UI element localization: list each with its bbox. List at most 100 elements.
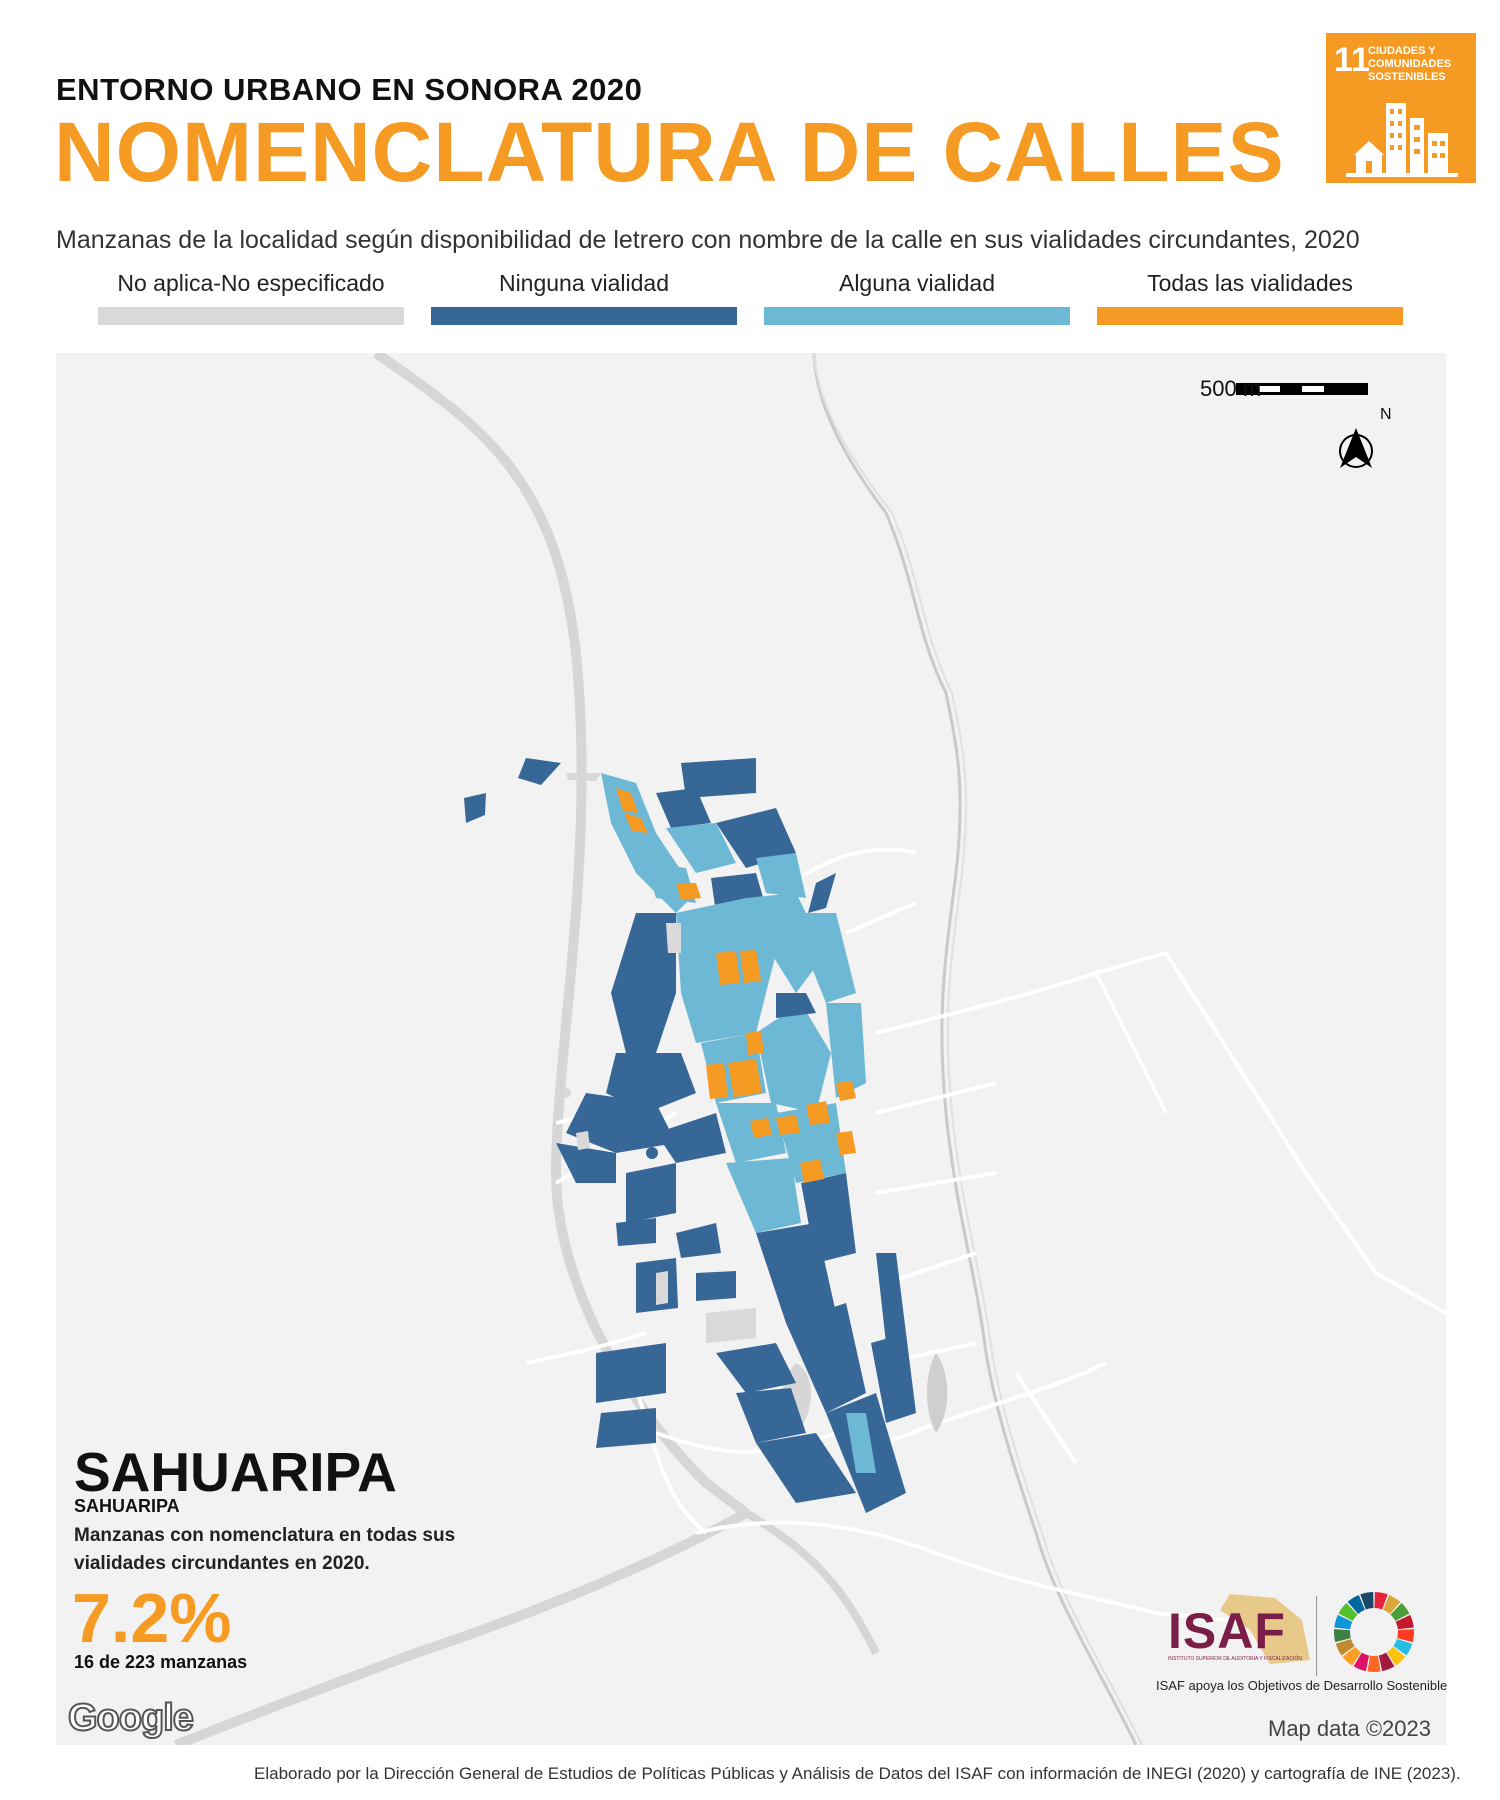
legend-bar-alguna [764, 307, 1070, 325]
block-alguna [756, 1003, 831, 1113]
block-ninguna [786, 1303, 866, 1413]
sdg-label: CIUDADES Y COMUNIDADES SOSTENIBLES [1368, 45, 1452, 83]
sdg-11-badge: 11 CIUDADES Y COMUNIDADES SOSTENIBLES [1326, 33, 1476, 183]
legend-label-alguna: Alguna vialidad [838, 270, 995, 296]
block-ninguna [556, 1143, 616, 1183]
sonora-map-icon [1220, 1594, 1310, 1664]
logo-divider [1316, 1596, 1317, 1676]
block-ninguna [606, 1053, 696, 1113]
block-na [656, 1271, 668, 1305]
north-arrow-icon [1339, 428, 1373, 468]
sdg-wheel-segment [1395, 1614, 1414, 1630]
block-alguna [756, 853, 806, 898]
scale-bar [1236, 383, 1368, 395]
google-logo: Google [67, 1696, 195, 1740]
legend-label-no-aplica: No aplica-No especificado [117, 270, 385, 296]
highway-road [373, 353, 749, 1517]
north-label: N [1380, 406, 1392, 423]
legend-label-ninguna: Ninguna vialidad [498, 270, 670, 296]
isaf-logo-text: ISAF [1168, 1603, 1286, 1659]
sdg-wheel-segment [1387, 1646, 1406, 1666]
legend-bar-todas [1097, 307, 1403, 325]
block-na [576, 1131, 590, 1150]
block-ninguna [656, 788, 711, 828]
sdg-wheel-segment [1334, 1614, 1353, 1630]
block-ninguna [696, 1271, 736, 1301]
block-todas [616, 788, 638, 813]
block-na [561, 1088, 571, 1098]
block-ninguna [681, 758, 756, 798]
block-todas [716, 951, 740, 985]
highway-road-south [174, 1508, 749, 1745]
block-ninguna [616, 1218, 656, 1246]
legend-bar-no-aplica [98, 307, 404, 325]
map-subtitle: Manzanas de la localidad según disponibi… [56, 226, 1360, 254]
block-ninguna [776, 993, 816, 1018]
block-ninguna [566, 1093, 676, 1153]
block-ninguna [716, 808, 796, 868]
block-alguna [726, 1158, 801, 1233]
sdg-wheel-segment [1334, 1629, 1351, 1643]
block-na [706, 1308, 756, 1343]
block-todas [676, 883, 701, 900]
block-ninguna [646, 1147, 658, 1159]
block-ninguna [596, 1408, 656, 1448]
block-na [666, 923, 681, 953]
block-ninguna [626, 1163, 676, 1223]
town-blocks [464, 758, 916, 1513]
sdg-wheel-segment [1353, 1652, 1370, 1672]
page-title: NOMENCLATURA DE CALLES [54, 105, 1285, 199]
isaf-caption: ISAF apoya los Objetivos de Desarrollo S… [1156, 1678, 1448, 1693]
block-ninguna [756, 1433, 856, 1503]
sdg-wheel-segment [1347, 1594, 1365, 1614]
block-ninguna [518, 758, 561, 785]
block-ninguna [611, 913, 676, 1053]
block-ninguna [716, 1343, 796, 1393]
road-south-east [744, 1509, 880, 1655]
legend-label-todas: Todas las vialidades [1147, 270, 1353, 296]
block-todas [706, 1063, 728, 1099]
block-todas [800, 1159, 824, 1183]
legend-bar-ninguna [431, 307, 737, 325]
sdg-wheel-segment [1367, 1655, 1381, 1672]
stat-count: 16 de 223 manzanas [74, 1652, 248, 1672]
locality-name: SAHUARIPA [74, 1496, 180, 1516]
block-ninguna [596, 1343, 666, 1403]
sdg-wheel-segment [1397, 1629, 1414, 1643]
block-alguna [716, 1103, 786, 1163]
sdg-wheel-segment [1338, 1602, 1358, 1621]
block-todas [836, 1081, 856, 1101]
map-attribution: Map data ©2023 [1268, 1716, 1431, 1741]
block-ninguna [464, 793, 486, 823]
block-todas [836, 1131, 856, 1155]
sdg-wheel-segment [1335, 1639, 1355, 1656]
map-svg [174, 353, 1446, 1745]
city-icon [1346, 103, 1458, 177]
block-alguna [801, 913, 856, 1003]
isaf-logo-subtext: INSTITUTO SUPERIOR DE AUDITORÍA Y FISCAL… [1168, 1656, 1302, 1662]
block-ninguna [871, 1333, 916, 1423]
sdg-number: 11 [1334, 41, 1370, 79]
block-alguna [826, 1003, 866, 1098]
block-todas [740, 950, 761, 983]
municipality-name: SAHUARIPA [74, 1441, 397, 1503]
sdg-wheel-segment [1390, 1602, 1410, 1621]
river [812, 353, 1138, 1745]
sdg-wheel-icon [1334, 1592, 1414, 1672]
block-todas [728, 1059, 762, 1097]
sdg-wheel-segment [1342, 1646, 1361, 1666]
block-alguna [846, 1413, 876, 1473]
kicker-title: ENTORNO URBANO EN SONORA 2020 [56, 72, 643, 107]
block-todas [624, 813, 648, 833]
block-alguna [666, 823, 736, 873]
block-todas [750, 1118, 772, 1138]
block-ninguna [876, 1253, 906, 1343]
stat-description: Manzanas con nomenclatura en todas sus v… [74, 1525, 456, 1574]
map-canvas[interactable] [56, 353, 1446, 1745]
sdg-wheel-segment [1360, 1592, 1374, 1610]
footer-credit: Elaborado por la Dirección General de Es… [254, 1764, 1461, 1783]
sdg-wheel-segment [1383, 1594, 1401, 1614]
block-na [566, 773, 601, 781]
isaf-logo [1220, 1594, 1310, 1664]
sdg-wheel-segment [1393, 1639, 1413, 1656]
